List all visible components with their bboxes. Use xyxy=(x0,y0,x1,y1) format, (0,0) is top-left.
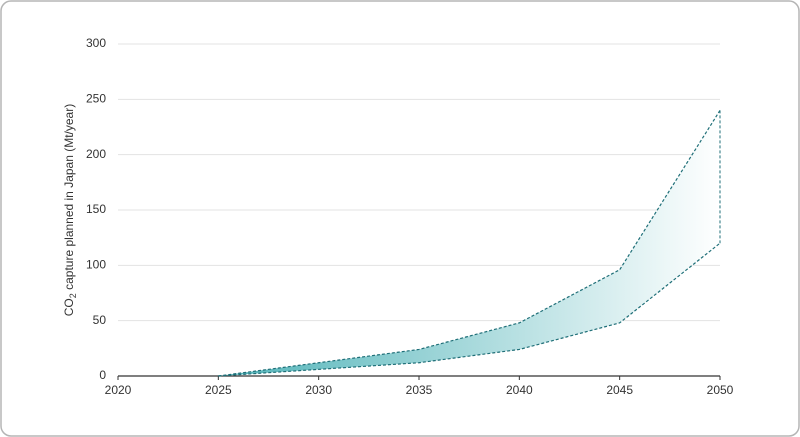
x-tick-label: 2050 xyxy=(707,383,734,397)
x-tick-label: 2035 xyxy=(406,383,433,397)
y-label-main: CO xyxy=(62,298,76,316)
x-tick-label: 2045 xyxy=(606,383,633,397)
y-tick-label: 0 xyxy=(99,368,106,382)
x-tick-label: 2025 xyxy=(205,383,232,397)
range-fill xyxy=(218,110,721,377)
y-label-subscript: 2 xyxy=(68,293,78,298)
series-line xyxy=(218,110,721,377)
y-label-rest: capture planned in Japan (Mt/year) xyxy=(62,104,76,293)
series-line xyxy=(218,242,721,377)
y-tick-label: 300 xyxy=(86,36,106,50)
y-tick-label: 50 xyxy=(93,313,107,327)
y-tick-label: 100 xyxy=(86,258,106,272)
y-tick-label: 150 xyxy=(86,202,106,216)
y-tick-label: 200 xyxy=(86,147,106,161)
x-tick-label: 2030 xyxy=(305,383,332,397)
x-tick-label: 2020 xyxy=(105,383,132,397)
y-axis-label: CO2 capture planned in Japan (Mt/year) xyxy=(62,104,78,316)
y-tick-label: 250 xyxy=(86,92,106,106)
x-tick-label: 2040 xyxy=(506,383,533,397)
